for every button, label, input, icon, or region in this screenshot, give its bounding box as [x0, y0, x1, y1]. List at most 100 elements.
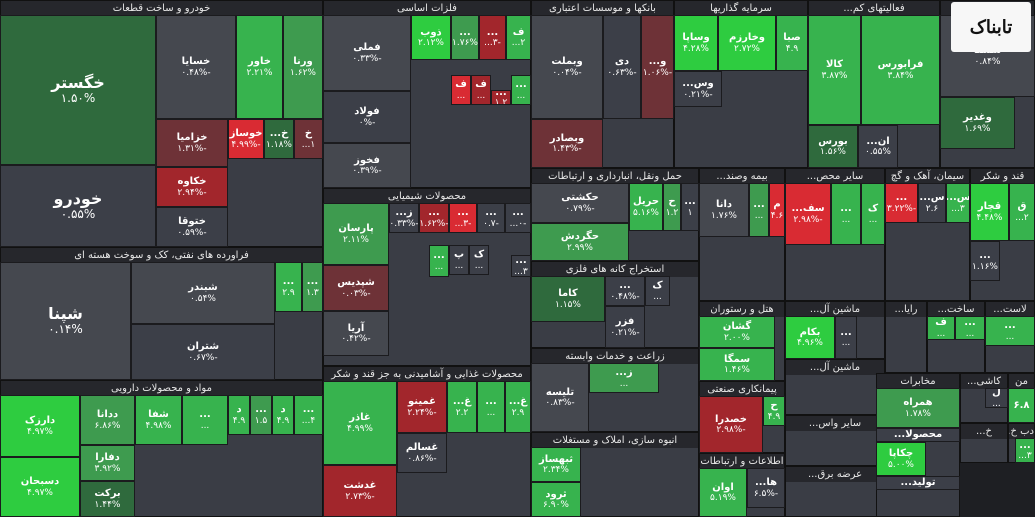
stock-tile[interactable]: ... ۱.۵: [250, 395, 272, 435]
stock-tile[interactable]: وبصادر -۱.۴۳%: [531, 119, 603, 168]
stock-tile[interactable]: شپنا ۰.۱۴%: [0, 262, 131, 380]
stock-tile[interactable]: ک...: [469, 245, 489, 275]
stock-tile[interactable]: حریل ۵.۱۶%: [629, 183, 663, 231]
stock-tile[interactable]: ف...: [927, 316, 955, 340]
stock-tile[interactable]: ق ۲...: [1009, 183, 1035, 241]
stock-tile[interactable]: تلیسه -۰.۸۳%: [531, 363, 589, 432]
stock-tile[interactable]: ......: [511, 75, 531, 105]
stock-tile[interactable]: تولید...: [876, 476, 960, 490]
sector-radio[interactable]: رایا...: [885, 301, 927, 373]
stock-tile[interactable]: ... ۳...: [511, 255, 531, 277]
stock-tile[interactable]: ک...: [861, 183, 885, 245]
stock-tile[interactable]: غسالم -۰.۸۶%: [397, 433, 447, 473]
stock-tile[interactable]: ل...: [985, 388, 1008, 408]
stock-tile[interactable]: ثبهساز ۲.۳۴%: [531, 447, 581, 482]
stock-tile[interactable]: ح ۱.۲: [663, 183, 681, 231]
stock-tile[interactable]: ... ۱.۷۶%: [451, 15, 479, 60]
stock-tile[interactable]: ... -۳...: [479, 15, 506, 60]
stock-tile[interactable]: خزامیا -۱.۳۱%: [156, 119, 228, 167]
sector-chain[interactable]: خ...: [960, 423, 1008, 463]
stock-tile[interactable]: وبملت -۰.۰۴%: [531, 15, 603, 119]
stock-tile[interactable]: ......: [985, 316, 1035, 346]
stock-tile[interactable]: محصولا...: [876, 428, 960, 442]
stock-tile[interactable]: ......: [835, 316, 857, 359]
stock-tile[interactable]: بکام ۴.۹۶%: [785, 316, 835, 359]
stock-tile[interactable]: دانا ۱.۷۶%: [699, 183, 749, 237]
stock-tile[interactable]: حکشتی -۰.۷۹%: [531, 183, 629, 223]
stock-tile[interactable]: ......: [955, 316, 985, 340]
stock-tile[interactable]: ... -۳.۲۲%: [885, 183, 918, 223]
stock-tile[interactable]: اوان ۵.۱۹%: [699, 468, 747, 517]
stock-tile[interactable]: ......: [749, 183, 769, 237]
stock-tile[interactable]: ... -۳...: [449, 203, 477, 233]
stock-tile[interactable]: خصدرا -۲.۹۸%: [699, 396, 763, 453]
stock-tile[interactable]: شتران -۰.۶۷%: [131, 324, 275, 380]
stock-tile[interactable]: قچار ۴.۴۸%: [970, 183, 1009, 241]
stock-tile[interactable]: ... ۲.۹: [275, 262, 302, 312]
stock-tile[interactable]: فخوز -۰.۳۹%: [323, 143, 411, 188]
stock-tile[interactable]: ۶.۸: [1008, 388, 1035, 423]
stock-tile[interactable]: ... ۳...: [1015, 438, 1035, 463]
stock-tile[interactable]: ثرود ۶.۹۰%: [531, 482, 581, 517]
stock-tile[interactable]: آریا -۰.۴۲%: [323, 311, 389, 356]
stock-tile[interactable]: ختوقا -۰.۵۹%: [156, 207, 228, 247]
stock-tile[interactable]: ها... -۶.۵%: [747, 468, 785, 508]
stock-tile[interactable]: ز... -۰.۳۳%: [389, 203, 419, 233]
stock-tile[interactable]: ... -۰.۴۸%: [605, 276, 645, 306]
stock-tile[interactable]: ان... ۰.۵۵%: [858, 125, 898, 168]
stock-tile[interactable]: خکاوه -۲.۹۴%: [156, 167, 228, 207]
stock-tile[interactable]: کالا ۳.۸۷%: [808, 15, 861, 125]
stock-tile[interactable]: فولاد -۰%: [323, 91, 411, 143]
stock-tile[interactable]: ... ۱.۲: [491, 90, 511, 105]
stock-tile[interactable]: فملی -۰.۳۳%: [323, 15, 411, 91]
stock-tile[interactable]: د ۴.۹: [228, 395, 250, 435]
stock-tile[interactable]: ... ۴...: [294, 395, 323, 435]
stock-tile[interactable]: برکت ۱.۴۴%: [80, 481, 135, 517]
stock-tile[interactable]: ف...: [451, 75, 471, 105]
stock-tile[interactable]: ددانا ۶.۸۶%: [80, 395, 135, 445]
stock-tile[interactable]: ......: [477, 381, 505, 433]
stock-tile[interactable]: ... ۱: [681, 183, 699, 231]
stock-tile[interactable]: دی -۰.۶۳%: [603, 15, 641, 119]
stock-tile[interactable]: وخارزم ۲.۷۲%: [718, 15, 776, 71]
stock-tile[interactable]: دسبحان ۴.۹۷%: [0, 457, 80, 517]
sector-otherfin[interactable]: سایر واس...: [785, 415, 885, 466]
stock-tile[interactable]: م ۴.۶: [769, 183, 785, 237]
stock-tile[interactable]: ... -۱.۶۲%: [419, 203, 449, 233]
stock-tile[interactable]: ز......: [589, 363, 659, 393]
stock-tile[interactable]: خ ۱...: [294, 119, 323, 159]
stock-tile[interactable]: خگستر ۱.۵۰%: [0, 15, 156, 165]
stock-tile[interactable]: و... -۱.۰۶%: [641, 15, 674, 119]
stock-tile[interactable]: غاذر ۴.۹۹%: [323, 381, 397, 465]
stock-tile[interactable]: س... ۳...: [946, 183, 970, 223]
stock-tile[interactable]: چکاپا ۵.۰۰%: [876, 442, 926, 476]
stock-tile[interactable]: همراه ۱.۷۸%: [876, 388, 960, 428]
stock-tile[interactable]: فرابورس ۳.۸۴%: [861, 15, 940, 125]
stock-tile[interactable]: ......: [429, 245, 449, 277]
stock-tile[interactable]: ک...: [645, 276, 670, 306]
stock-tile[interactable]: غ... ۲.۹: [505, 381, 531, 433]
stock-tile[interactable]: شپدیس -۰.۰۳%: [323, 265, 389, 311]
stock-tile[interactable]: غمینو -۲.۲۴%: [397, 381, 447, 433]
stock-tile[interactable]: شفا ۴.۹۸%: [135, 395, 182, 445]
stock-tile[interactable]: خسایا -۰.۴۸%: [156, 15, 236, 119]
stock-tile[interactable]: کاما ۱.۱۵%: [531, 276, 605, 322]
stock-tile[interactable]: ... ۱.۱۶%: [970, 241, 1000, 281]
stock-tile[interactable]: حگردش ۲.۹۹%: [531, 223, 629, 261]
stock-tile[interactable]: پارسان ۲.۱۱%: [323, 203, 389, 265]
stock-tile[interactable]: ورنا ۱.۶۲%: [283, 15, 323, 119]
stock-tile[interactable]: ذوب ۲.۱۲%: [411, 15, 451, 60]
stock-tile[interactable]: خ... ۱.۱۸%: [264, 119, 294, 159]
stock-tile[interactable]: سف... -۲.۹۸%: [785, 183, 831, 245]
stock-tile[interactable]: غدشت -۲.۷۳%: [323, 465, 397, 517]
stock-tile[interactable]: ......: [182, 395, 228, 445]
stock-tile[interactable]: گشان ۲.۰۰%: [699, 316, 775, 348]
stock-tile[interactable]: س... ۲.۶: [918, 183, 946, 223]
stock-tile[interactable]: غ... ۲.۲: [447, 381, 477, 433]
stock-tile[interactable]: خاور ۲.۲۱%: [236, 15, 283, 119]
sector-power[interactable]: عرضه برق...: [785, 466, 885, 517]
stock-tile[interactable]: ... -۰.۷: [477, 203, 505, 233]
stock-tile[interactable]: وساپا ۴.۲۸%: [674, 15, 718, 71]
stock-tile[interactable]: ... ۱.۳: [302, 262, 323, 312]
stock-tile[interactable]: خوساز -۴.۹۹%: [228, 119, 264, 159]
